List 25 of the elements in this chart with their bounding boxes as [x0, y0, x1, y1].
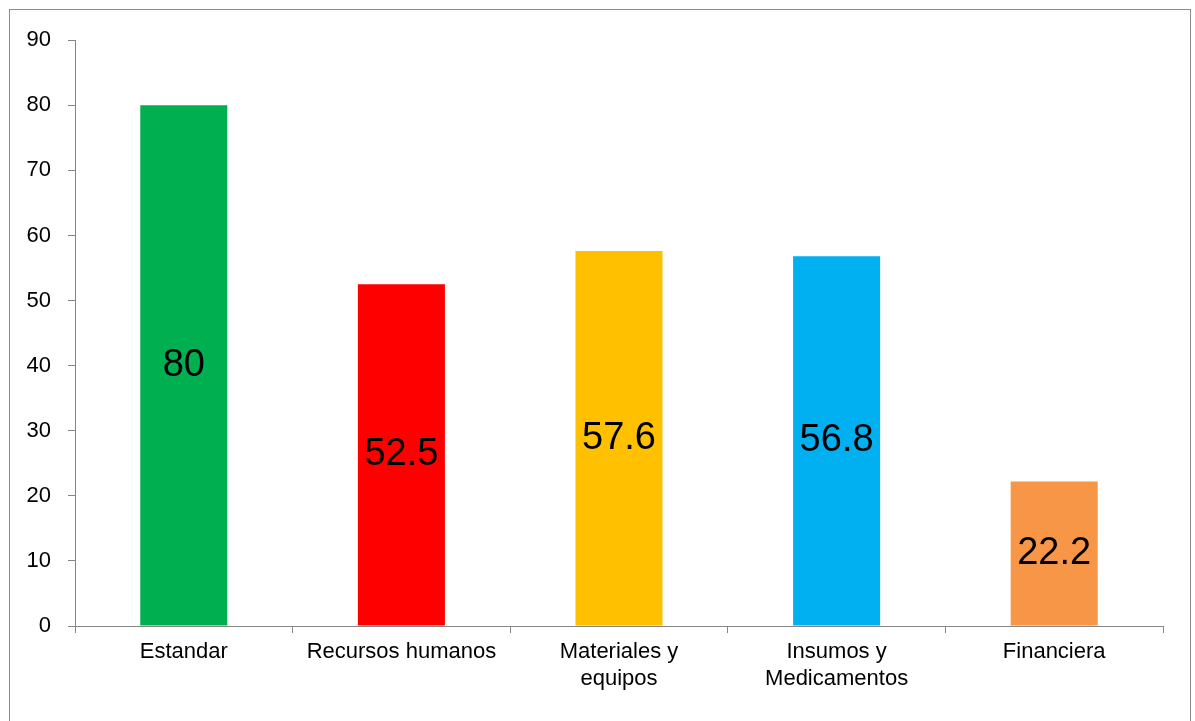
y-tick-label: 20 — [26, 481, 51, 507]
data-label: 56.8 — [799, 417, 874, 460]
x-tick-label: Financiera — [1002, 638, 1107, 664]
data-label: 22.2 — [1017, 529, 1092, 572]
y-tick-label: 50 — [26, 286, 51, 312]
data-label: 80 — [162, 341, 205, 384]
x-tick-label: Insumos y Medicamentos — [765, 638, 909, 690]
bar — [140, 105, 228, 626]
bar — [357, 284, 445, 626]
data-label: 57.6 — [582, 414, 656, 457]
bar — [575, 251, 663, 626]
data-label: 52.5 — [364, 431, 439, 474]
bar — [1010, 481, 1098, 626]
y-tick-label: 40 — [26, 351, 51, 377]
y-tick-label: 70 — [26, 156, 51, 182]
y-tick-label: 90 — [26, 26, 51, 52]
y-tick-label: 80 — [26, 91, 51, 117]
x-tick-label: Recursos humanos — [306, 638, 497, 664]
x-tick-label: Estandar — [139, 638, 228, 664]
bar — [793, 256, 881, 626]
y-tick-label: 30 — [26, 416, 51, 442]
y-tick-label: 0 — [38, 612, 51, 638]
x-tick-label: Materiales y equipos — [559, 638, 679, 690]
y-tick-label: 60 — [26, 221, 51, 247]
y-tick-label: 10 — [26, 546, 51, 572]
